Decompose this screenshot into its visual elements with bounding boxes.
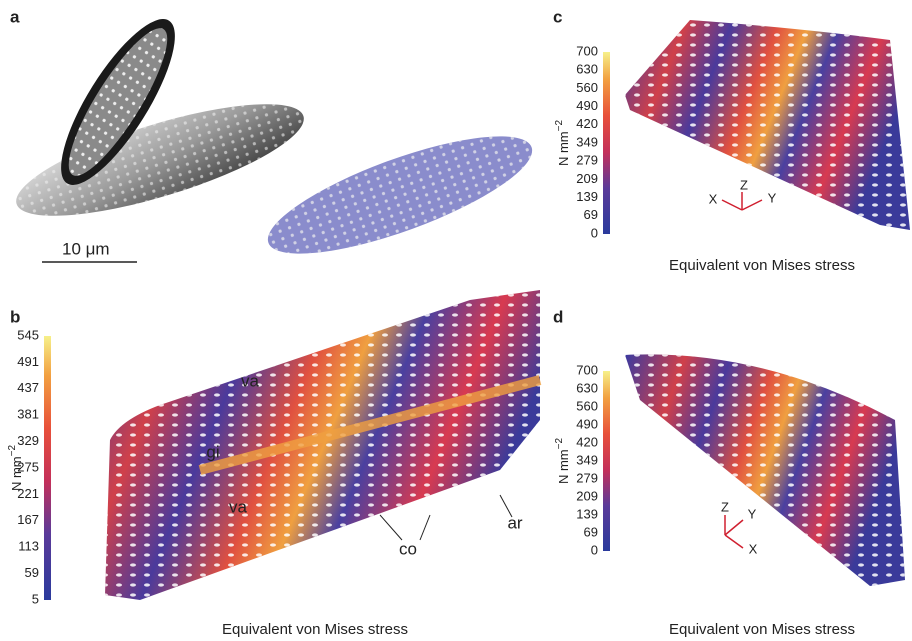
colorbar-unit: N mm−2 (7, 445, 25, 492)
axis-letter: Z (740, 177, 748, 192)
unit-text: N mm (556, 449, 571, 484)
colorbar-tick-label: 490 (576, 98, 598, 113)
colorbar-unit: N mm−2 (554, 120, 572, 167)
colorbar-tick-label: 381 (17, 407, 39, 422)
panel-label: b (10, 307, 20, 326)
colorbar-tick-label: 0 (591, 542, 598, 557)
colorbar-tick-label: 491 (17, 354, 39, 369)
unit-exponent: −2 (554, 120, 565, 132)
colorbar-tick-label: 279 (576, 470, 598, 485)
colorbar (603, 371, 610, 551)
colorbar-tick-label: 437 (17, 380, 39, 395)
structure-annotation: co (399, 539, 417, 558)
stress-model-d (625, 354, 905, 586)
colorbar-tick-label: 349 (576, 134, 598, 149)
panel-label: d (553, 307, 563, 326)
structure-annotation: gi (206, 442, 219, 461)
axis-letter: Y (768, 190, 777, 205)
colorbar-unit: N mm−2 (554, 438, 572, 485)
axis-letter: X (749, 541, 758, 556)
colorbar-tick-label: 545 (17, 327, 39, 342)
colorbar-tick-label: 420 (576, 434, 598, 449)
colorbar (44, 336, 51, 600)
colorbar-tick-label: 113 (18, 539, 39, 554)
colorbar-tick-label: 209 (576, 171, 598, 186)
caption: Equivalent von Mises stress (669, 257, 855, 274)
colorbar-tick-label: 139 (576, 189, 598, 204)
colorbar-tick-label: 69 (584, 524, 598, 539)
colorbar-tick-label: 279 (576, 153, 598, 168)
colorbar-tick-label: 209 (576, 488, 598, 503)
colorbar-tick-label: 700 (576, 362, 598, 377)
structure-annotation: va (241, 371, 260, 390)
colorbar-tick-label: 420 (576, 116, 598, 131)
structure-annotation: ar (507, 513, 522, 532)
unit-text: N mm (9, 456, 24, 491)
caption: Equivalent von Mises stress (222, 621, 408, 638)
caption: Equivalent von Mises stress (669, 621, 855, 638)
colorbar-tick-label: 630 (576, 62, 598, 77)
colorbar-tick-label: 630 (576, 380, 598, 395)
figure: 10 μm abcd545491437381329275221167113595… (0, 0, 912, 641)
unit-text: N mm (556, 131, 571, 166)
axis-letter: X (709, 191, 718, 206)
colorbar-tick-label: 700 (576, 43, 598, 58)
colorbar-tick-label: 0 (591, 225, 598, 240)
colorbar-tick-label: 167 (17, 512, 39, 527)
panel-label: a (10, 7, 20, 26)
colorbar-tick-label: 5 (32, 591, 39, 606)
colorbar-tick-label: 59 (25, 565, 39, 580)
axis-letter: Z (721, 499, 729, 514)
colorbar-tick-label: 69 (584, 207, 598, 222)
unit-exponent: −2 (554, 438, 565, 450)
colorbar (603, 52, 610, 234)
colorbar-tick-label: 139 (576, 506, 598, 521)
structure-annotation: va (229, 497, 248, 516)
colorbar-tick-label: 329 (17, 433, 39, 448)
colorbar-tick-label: 490 (576, 416, 598, 431)
axis-letter: Y (748, 506, 757, 521)
stress-model-b (105, 290, 540, 600)
colorbar-tick-label: 560 (576, 398, 598, 413)
scale-bar-label: 10 μm (62, 239, 110, 258)
unit-exponent: −2 (7, 445, 18, 457)
colorbar-tick-label: 560 (576, 80, 598, 95)
diatom-images (6, 5, 544, 277)
colorbar-tick-label: 349 (576, 452, 598, 467)
panel-label: c (553, 7, 562, 26)
